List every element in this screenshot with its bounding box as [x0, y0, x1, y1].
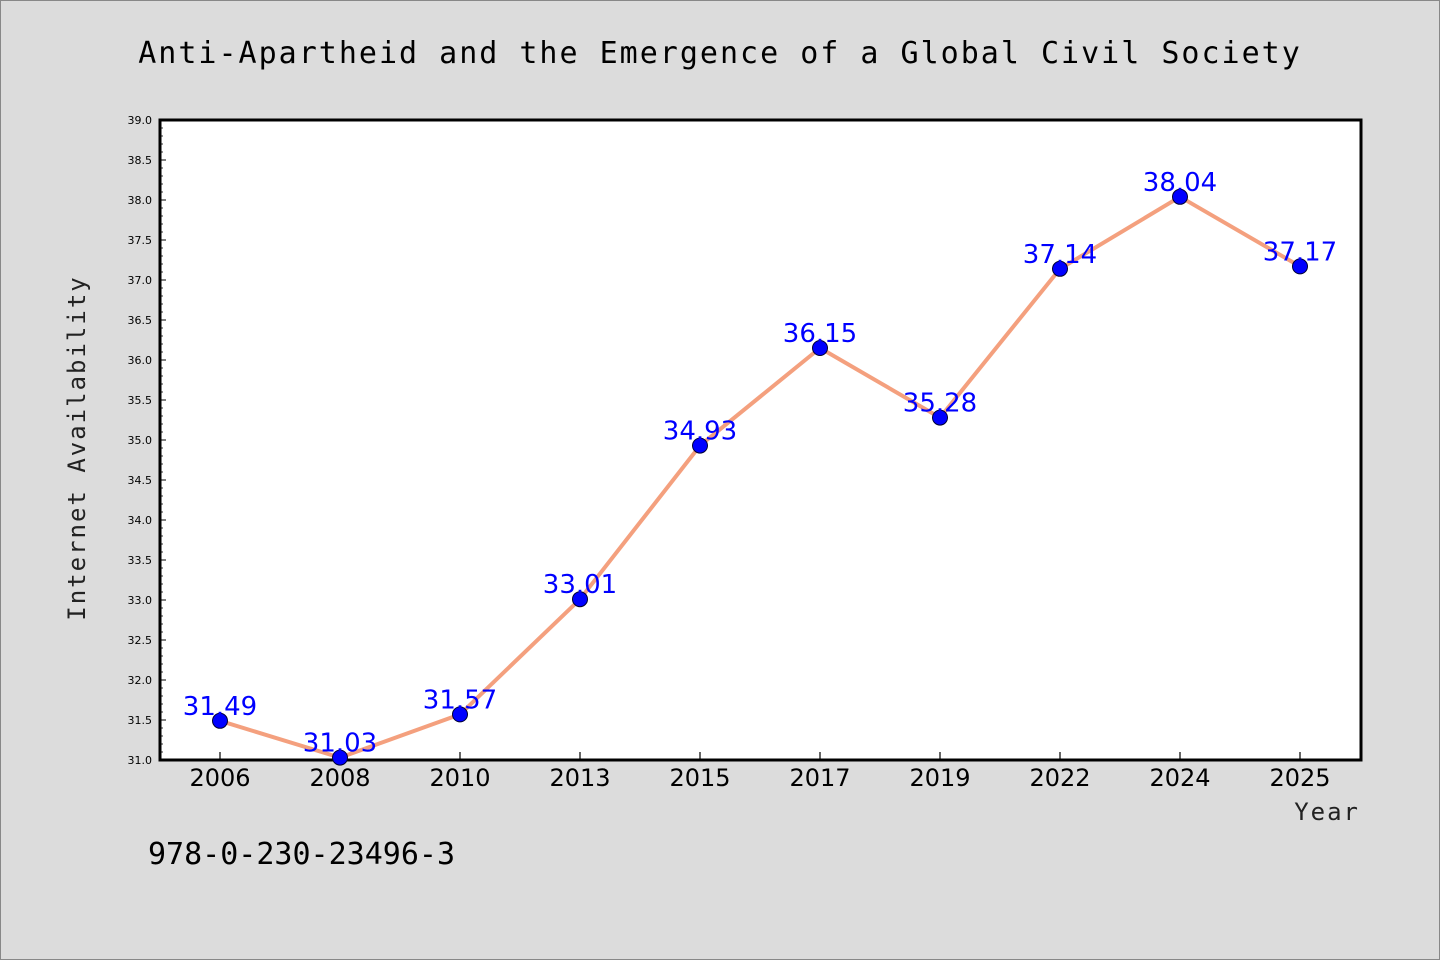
chart-title: Anti-Apartheid and the Emergence of a Gl…	[138, 36, 1302, 71]
data-point	[572, 591, 588, 608]
data-point	[692, 437, 708, 454]
data-point	[1172, 188, 1188, 205]
data-point	[212, 712, 228, 729]
data-point	[1052, 260, 1068, 277]
data-point	[452, 706, 468, 723]
x-tick-label: 2017	[789, 764, 850, 792]
y-tick-label: 33.0	[128, 594, 153, 607]
y-tick-label: 39.0	[128, 114, 153, 127]
x-tick-label: 2019	[909, 764, 970, 792]
data-label: 31.03	[303, 729, 377, 759]
y-tick-label: 35.0	[128, 434, 153, 447]
y-tick-label: 37.5	[128, 234, 153, 247]
data-point	[932, 409, 948, 426]
y-tick-label: 34.0	[128, 514, 153, 527]
x-axis-label: Year	[1294, 798, 1360, 826]
x-tick-label: 2013	[549, 764, 610, 792]
y-tick-label: 31.0	[128, 754, 153, 767]
y-tick-label: 32.5	[128, 634, 153, 647]
data-labels: 31.49 31.03 31.57 33.01 34.93 36.15 35.28 37.14…	[183, 168, 1337, 759]
y-tick-label: 37.0	[128, 274, 153, 287]
data-label: 31.49	[183, 692, 257, 722]
y-tick-label: 35.5	[128, 394, 153, 407]
x-axis: 2006 2008 2010 2013 2015 2017 2019 2022 2024 2025	[189, 752, 1331, 792]
x-tick-label: 2025	[1269, 764, 1330, 792]
y-tick-label: 31.5	[128, 714, 153, 727]
data-markers	[212, 188, 1308, 766]
data-point	[332, 749, 348, 766]
y-tick-label: 38.5	[128, 154, 153, 167]
y-axis: 31.0 31.5 32.0 32.5 33.0 33.5 34.0 34.5 35.0 35.5…	[128, 114, 166, 767]
data-label: 33.01	[543, 570, 617, 600]
isbn-label: 978-0-230-23496-3	[148, 837, 455, 872]
x-tick-label: 2006	[189, 764, 250, 792]
series-line	[219, 194, 1302, 760]
data-label: 37.17	[1263, 237, 1337, 267]
x-tick-label: 2024	[1149, 764, 1210, 792]
data-point	[1292, 258, 1308, 275]
data-label: 35.28	[903, 389, 977, 419]
x-tick-label: 2010	[429, 764, 490, 792]
y-tick-label: 36.0	[128, 354, 153, 367]
y-tick-label: 32.0	[128, 674, 153, 687]
plot-area	[158, 118, 1363, 762]
y-tick-label: 33.5	[128, 554, 153, 567]
y-tick-label: 36.5	[128, 314, 153, 327]
x-tick-label: 2008	[309, 764, 370, 792]
y-axis-label: Internet Availability	[63, 275, 91, 620]
data-label: 31.57	[423, 685, 497, 715]
y-tick-label: 34.5	[128, 474, 153, 487]
data-label: 36.15	[783, 319, 857, 349]
y-tick-label: 38.0	[128, 194, 153, 207]
data-label: 34.93	[663, 417, 737, 447]
x-tick-label: 2015	[669, 764, 730, 792]
data-label: 38.04	[1143, 168, 1217, 198]
x-tick-label: 2022	[1029, 764, 1090, 792]
data-label: 37.14	[1023, 240, 1097, 270]
data-point	[812, 340, 828, 356]
